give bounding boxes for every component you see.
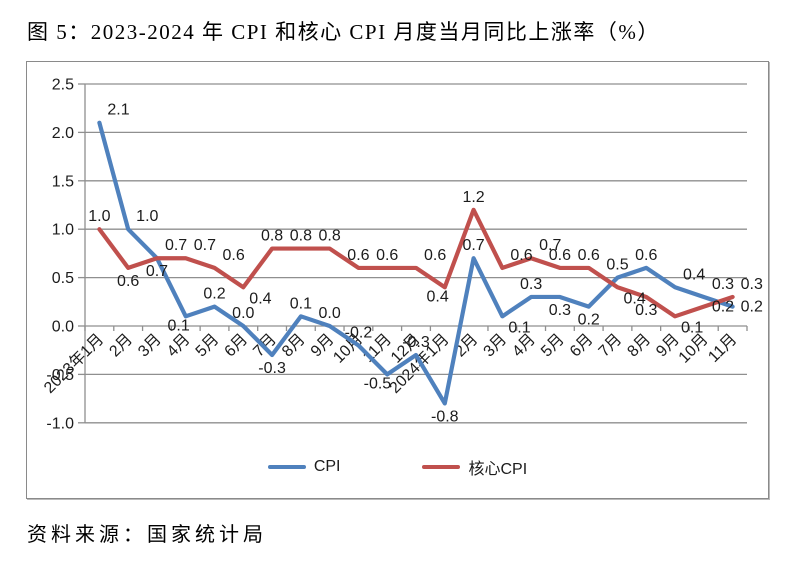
svg-text:0.1: 0.1 <box>290 295 312 312</box>
data-labels-核心CPI: 1.00.60.7 0.70.60.40.8 0.8 0.80.6 0.6 0.60.41… <box>88 189 763 336</box>
svg-text:1.0: 1.0 <box>52 222 74 239</box>
svg-text:0.0: 0.0 <box>52 319 74 336</box>
svg-text:0.2: 0.2 <box>712 299 734 316</box>
svg-text:0.6: 0.6 <box>549 247 571 264</box>
axis-ticks <box>78 83 748 424</box>
svg-text:3月: 3月 <box>135 331 165 361</box>
svg-text:0.6: 0.6 <box>424 247 446 264</box>
svg-text:6月: 6月 <box>567 331 597 361</box>
svg-text:0.8: 0.8 <box>319 228 341 245</box>
series-line-CPI <box>97 120 735 406</box>
svg-text:0.3: 0.3 <box>520 276 542 293</box>
svg-text:2023年1月: 2023年1月 <box>40 330 107 397</box>
svg-text:8月: 8月 <box>279 331 309 361</box>
source-note: 资料来源：国家统计局 <box>27 524 267 546</box>
svg-text:0.3: 0.3 <box>549 302 571 319</box>
svg-text:0.7: 0.7 <box>462 237 484 254</box>
svg-text:0.6: 0.6 <box>578 247 600 264</box>
svg-text:0.1: 0.1 <box>681 319 703 336</box>
legend-item-core-cpi: 核心CPI <box>422 455 527 479</box>
svg-text:2月: 2月 <box>106 331 136 361</box>
svg-text:0.2: 0.2 <box>203 286 225 303</box>
chart-legend: CPI 核心CPI <box>27 455 768 479</box>
gridlines <box>85 83 747 424</box>
svg-text:0.6: 0.6 <box>635 247 657 264</box>
svg-text:0.4: 0.4 <box>683 266 705 283</box>
svg-text:0.3: 0.3 <box>712 276 734 293</box>
svg-text:0.0: 0.0 <box>319 305 341 322</box>
series-line-核心CPI <box>97 207 735 319</box>
svg-text:0.7: 0.7 <box>146 263 168 280</box>
cpi-line-swatch <box>267 465 306 469</box>
svg-text:0.8: 0.8 <box>290 228 312 245</box>
svg-text:0.1: 0.1 <box>508 319 530 336</box>
svg-text:0.4: 0.4 <box>427 288 449 305</box>
svg-text:0.2: 0.2 <box>578 312 600 329</box>
svg-text:-0.8: -0.8 <box>431 408 459 425</box>
figure-title: 图 5：2023-2024 年 CPI 和核心 CPI 月度当月同比上涨率（%） <box>27 20 660 44</box>
svg-text:0.6: 0.6 <box>223 247 245 264</box>
svg-text:0.2: 0.2 <box>741 299 763 316</box>
svg-text:0.0: 0.0 <box>232 305 254 322</box>
svg-text:0.3: 0.3 <box>635 302 657 319</box>
svg-text:3月: 3月 <box>481 331 511 361</box>
svg-text:7月: 7月 <box>596 331 626 361</box>
svg-text:0.7: 0.7 <box>165 237 187 254</box>
svg-text:1.2: 1.2 <box>462 189 484 206</box>
svg-text:11月: 11月 <box>705 331 740 366</box>
svg-text:0.3: 0.3 <box>741 276 763 293</box>
svg-text:0.6: 0.6 <box>117 273 139 290</box>
svg-text:1.0: 1.0 <box>136 208 158 225</box>
y-axis-labels: -1.0 -0.5 0.0 0.5 1.0 1.5 2.0 2.5 <box>46 77 74 433</box>
svg-text:4月: 4月 <box>164 331 194 361</box>
chart-frame: -1.0 -0.5 0.0 0.5 1.0 1.5 2.0 2.5 2023年1月 2月 3月 4月 5… <box>26 61 769 499</box>
data-labels-CPI: 2.11.00.70.10.20.0-0.30.10.0-0.2-0.5-0.3… <box>107 102 763 426</box>
svg-text:-0.5: -0.5 <box>46 367 74 384</box>
svg-text:0.5: 0.5 <box>606 257 628 274</box>
svg-text:8月: 8月 <box>624 331 654 361</box>
svg-text:-0.5: -0.5 <box>364 375 392 392</box>
svg-text:1.0: 1.0 <box>88 208 110 225</box>
legend-item-cpi: CPI <box>267 458 341 476</box>
svg-text:6月: 6月 <box>222 331 252 361</box>
svg-text:1.5: 1.5 <box>52 173 74 190</box>
legend-label-core-cpi: 核心CPI <box>468 461 528 478</box>
core-cpi-line-swatch <box>422 465 461 469</box>
svg-text:5月: 5月 <box>538 331 568 361</box>
svg-text:0.7: 0.7 <box>194 237 216 254</box>
legend-label-cpi: CPI <box>313 458 341 475</box>
svg-text:0.5: 0.5 <box>52 270 74 287</box>
svg-text:-0.3: -0.3 <box>258 360 286 377</box>
svg-text:0.7: 0.7 <box>539 237 561 254</box>
svg-text:-1.0: -1.0 <box>46 415 74 432</box>
svg-text:0.4: 0.4 <box>249 290 271 307</box>
svg-text:0.8: 0.8 <box>261 228 283 245</box>
svg-text:5月: 5月 <box>193 331 223 361</box>
svg-text:0.4: 0.4 <box>623 290 645 307</box>
svg-text:-0.2: -0.2 <box>345 324 373 341</box>
svg-text:-0.3: -0.3 <box>402 334 430 351</box>
svg-text:0.1: 0.1 <box>167 317 189 334</box>
svg-text:2.5: 2.5 <box>52 77 74 94</box>
svg-text:2.1: 2.1 <box>107 102 129 119</box>
svg-text:0.6: 0.6 <box>510 247 532 264</box>
svg-text:0.6: 0.6 <box>376 247 398 264</box>
svg-text:2.0: 2.0 <box>52 125 74 142</box>
svg-text:0.6: 0.6 <box>347 247 369 264</box>
